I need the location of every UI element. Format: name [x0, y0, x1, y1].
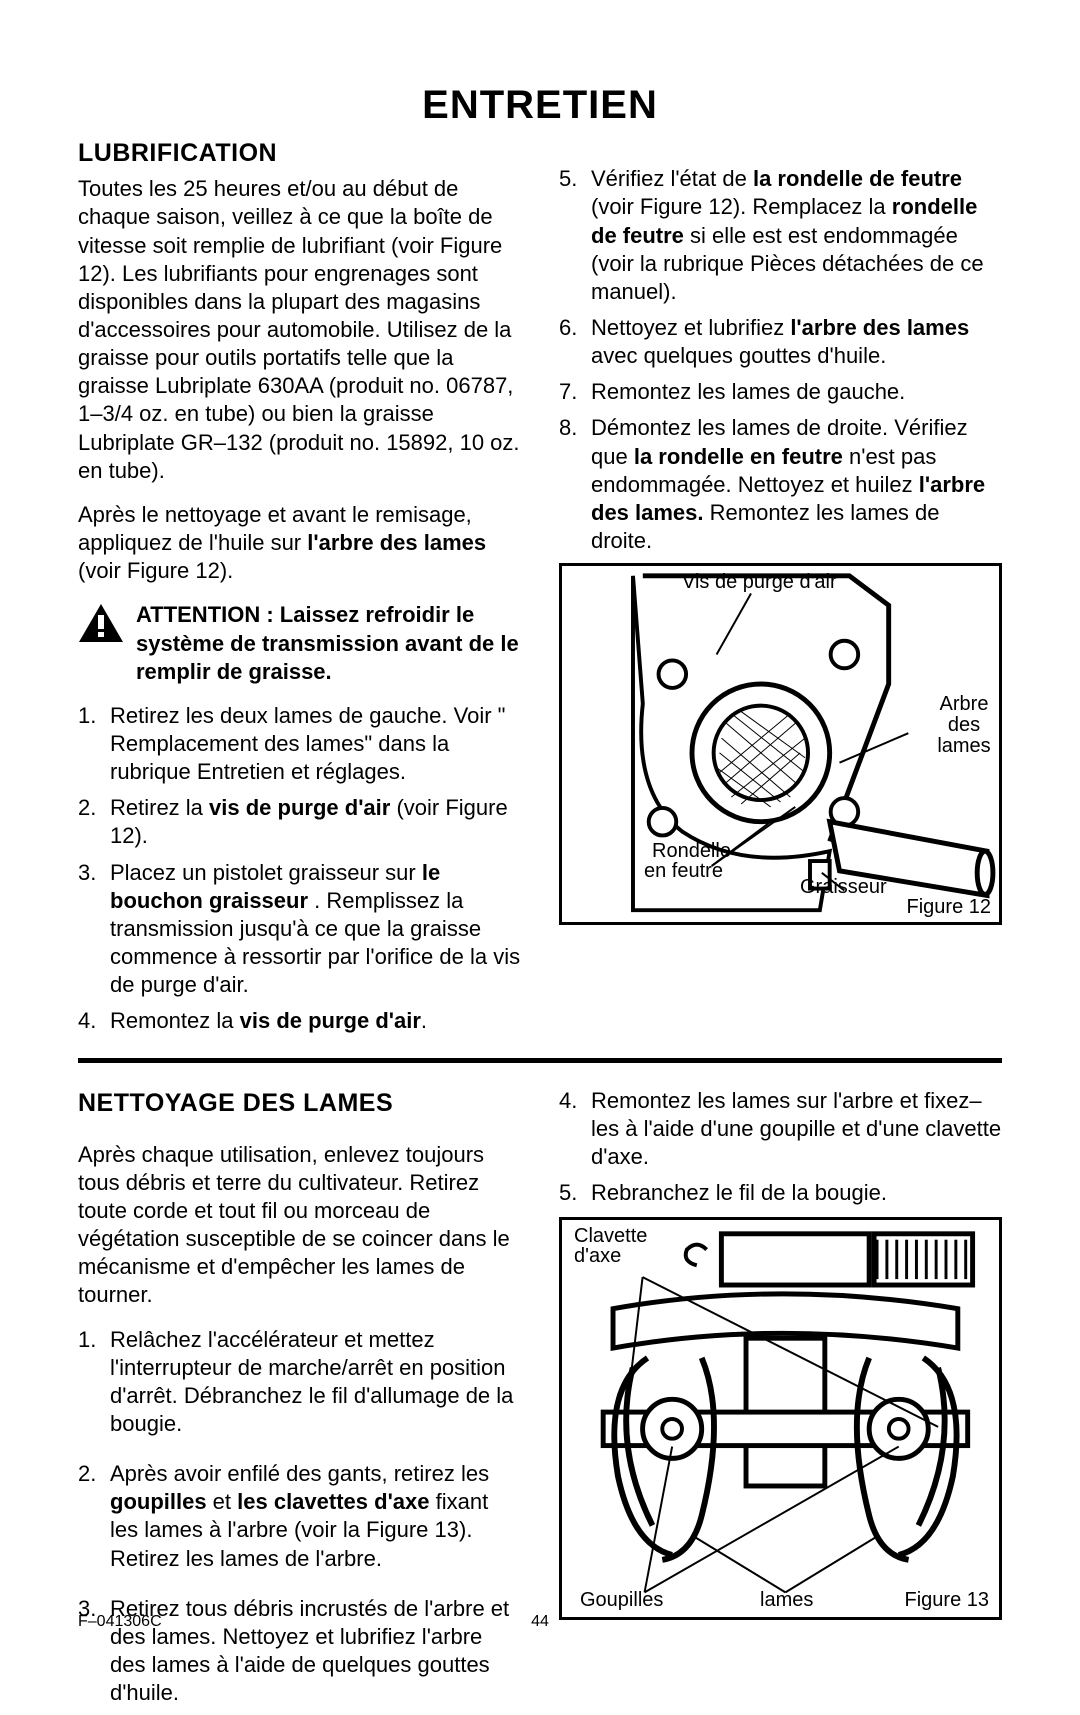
heading-nettoyage: NETTOYAGE DES LAMES	[78, 1087, 521, 1119]
section-lubrification: LUBRIFICATION Toutes les 25 heures et/ou…	[78, 137, 1002, 1043]
figure-13-illustration	[562, 1220, 999, 1617]
nettoyage-steps-right: 4.Remontez les lames sur l'arbre et fixe…	[559, 1087, 1002, 1208]
fig12-caption: Figure 12	[907, 897, 992, 918]
list-item: 8.Démontez les lames de droite. Vérifiez…	[559, 414, 1002, 555]
fig12-label-rondelle2: en feutre	[644, 861, 723, 882]
page-number: 44	[531, 1612, 549, 1632]
list-item: 1.Retirez les deux lames de gauche. Voir…	[78, 702, 521, 786]
list-item: 4.Remontez les lames sur l'arbre et fixe…	[559, 1087, 1002, 1171]
section-divider	[78, 1058, 1002, 1063]
fig12-label-rondelle1: Rondelle	[652, 841, 731, 862]
figure-13: Clavette d'axe Goupilles lames Figure 13	[559, 1217, 1002, 1620]
list-item: 5.Vérifiez l'état de la rondelle de feut…	[559, 165, 1002, 306]
fig13-caption: Figure 13	[905, 1590, 990, 1611]
figure-12: Vis de purge d'air Arbre des lames Ronde…	[559, 563, 1002, 925]
lubrification-steps-left: 1.Retirez les deux lames de gauche. Voir…	[78, 702, 521, 1036]
heading-lubrification: LUBRIFICATION	[78, 137, 521, 169]
warning-block: ATTENTION : Laissez refroidir le système…	[78, 601, 521, 685]
list-item: 2.Retirez la vis de purge d'air (voir Fi…	[78, 794, 521, 850]
fig13-label-clavette2: d'axe	[574, 1246, 621, 1267]
fig13-label-goupilles: Goupilles	[580, 1590, 663, 1611]
fig13-label-clavette1: Clavette	[574, 1226, 647, 1247]
intro-paragraph-1: Toutes les 25 heures et/ou au début de c…	[78, 175, 521, 485]
intro-paragraph-2: Après le nettoyage et avant le remisage,…	[78, 501, 521, 585]
list-item: 2.Après avoir enfilé des gants, retirez …	[78, 1460, 521, 1573]
list-item: 5.Rebranchez le fil de la bougie.	[559, 1179, 1002, 1207]
warning-icon	[78, 603, 124, 643]
figure-12-illustration	[562, 566, 999, 922]
footer-code: F–041306C	[78, 1612, 162, 1632]
fig13-label-lames: lames	[760, 1590, 813, 1611]
list-item: 1.Relâchez l'accélérateur et mettez l'in…	[78, 1326, 521, 1439]
warning-text: ATTENTION : Laissez refroidir le système…	[136, 601, 521, 685]
fig12-label-right: Arbre des lames	[935, 694, 993, 757]
fig12-label-top: Vis de purge d'air	[682, 572, 837, 593]
list-item: 7.Remontez les lames de gauche.	[559, 378, 1002, 406]
nettoyage-steps-left: 1.Relâchez l'accélérateur et mettez l'in…	[78, 1326, 521, 1708]
list-item: 4.Remontez la vis de purge d'air.	[78, 1007, 521, 1035]
fig12-label-graisseur: Graisseur	[800, 877, 887, 898]
lubrification-steps-right: 5.Vérifiez l'état de la rondelle de feut…	[559, 165, 1002, 555]
list-item: 3.Placez un pistolet graisseur sur le bo…	[78, 859, 521, 1000]
list-item: 6.Nettoyez et lubrifiez l'arbre des lame…	[559, 314, 1002, 370]
page-title: ENTRETIEN	[78, 80, 1002, 131]
nettoyage-intro: Après chaque utilisation, enlevez toujou…	[78, 1141, 521, 1310]
page-footer: F–041306C 44	[78, 1612, 1002, 1632]
